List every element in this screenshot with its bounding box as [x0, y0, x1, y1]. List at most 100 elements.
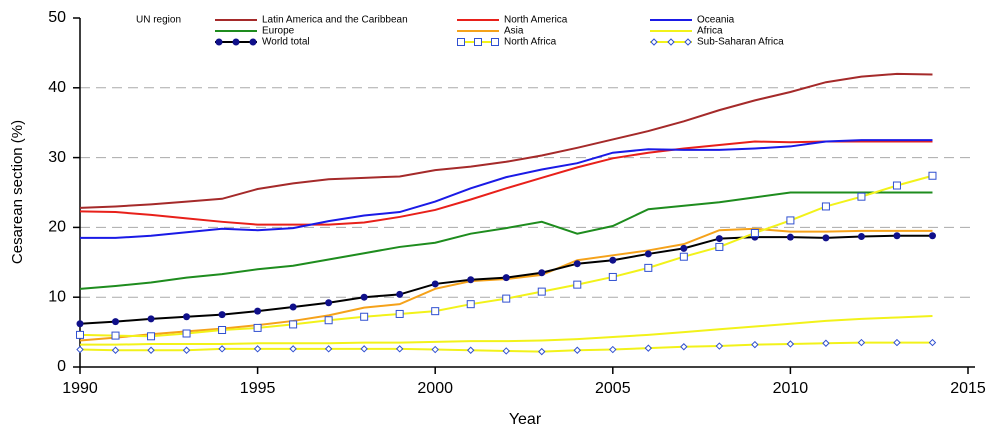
- y-tick-label: 30: [48, 149, 66, 166]
- series-line: [80, 315, 933, 346]
- data-point: [786, 340, 795, 348]
- data-point: [182, 329, 191, 338]
- data-point: [857, 232, 865, 240]
- data-point: [893, 338, 901, 347]
- legend-label: Asia: [504, 26, 524, 37]
- legend-marker: [232, 38, 240, 46]
- data-point: [644, 263, 653, 272]
- data-point: [182, 346, 191, 354]
- data-point: [609, 256, 617, 264]
- legend-marker: [667, 38, 675, 46]
- data-point: [289, 303, 297, 311]
- x-tick-label: 1995: [240, 380, 276, 397]
- data-point: [644, 344, 653, 352]
- series-line: [79, 72, 933, 209]
- data-point: [360, 345, 368, 353]
- legend-marker: [684, 38, 692, 46]
- legend-marker: [457, 38, 465, 46]
- data-point: [253, 345, 262, 353]
- data-point: [928, 171, 937, 180]
- data-point: [466, 300, 475, 309]
- data-point: [396, 290, 404, 298]
- data-point: [218, 326, 227, 335]
- data-point: [324, 345, 333, 353]
- x-tick-label: 2015: [950, 380, 986, 397]
- data-point: [112, 318, 120, 326]
- data-point: [502, 294, 511, 303]
- data-point: [325, 299, 333, 307]
- legend-label: Latin America and the Caribbean: [262, 15, 408, 26]
- data-point: [395, 345, 404, 353]
- data-point: [786, 216, 795, 225]
- data-point: [608, 272, 617, 281]
- data-point: [431, 280, 439, 288]
- data-point: [289, 345, 297, 353]
- data-point: [538, 269, 546, 277]
- data-point: [893, 232, 901, 240]
- data-point: [821, 202, 830, 211]
- data-point: [822, 339, 830, 347]
- data-point: [289, 320, 298, 329]
- data-point: [573, 280, 582, 289]
- series-line: [79, 227, 933, 342]
- y-tick-label: 40: [48, 79, 66, 96]
- series-line: [80, 139, 933, 239]
- data-point: [502, 274, 510, 282]
- data-point: [928, 232, 936, 240]
- data-point: [111, 346, 120, 354]
- data-point: [609, 345, 617, 354]
- legend-label: Oceania: [697, 15, 735, 26]
- data-point: [360, 312, 369, 321]
- data-point: [111, 331, 120, 340]
- data-point: [431, 345, 439, 354]
- data-point: [395, 309, 404, 318]
- data-point: [750, 228, 759, 237]
- y-tick-label: 20: [48, 219, 66, 236]
- series-line: [79, 140, 933, 226]
- data-point: [928, 338, 937, 347]
- data-point: [715, 235, 723, 243]
- y-tick-label: 10: [48, 288, 66, 305]
- legend-label: North Africa: [504, 37, 557, 48]
- legend-title: UN region: [136, 15, 181, 26]
- legend-marker: [215, 38, 223, 46]
- data-point: [751, 340, 759, 349]
- legend-label: Africa: [697, 26, 723, 37]
- y-axis-label: Cesarean section (%): [9, 120, 26, 264]
- legend-marker: [249, 38, 257, 46]
- y-tick-label: 50: [48, 9, 66, 26]
- legend-label: Europe: [262, 26, 295, 37]
- x-axis-label: Year: [509, 411, 542, 428]
- data-point: [147, 332, 156, 341]
- data-point: [431, 307, 440, 316]
- x-tick-label: 1990: [62, 380, 98, 397]
- x-tick-label: 2005: [595, 380, 631, 397]
- data-point: [218, 345, 226, 353]
- data-point: [822, 234, 830, 242]
- legend-label: Sub-Saharan Africa: [697, 37, 784, 48]
- data-point: [467, 346, 475, 354]
- data-point: [502, 347, 510, 355]
- x-tick-label: 2000: [417, 380, 453, 397]
- data-point: [715, 242, 724, 251]
- legend-marker: [491, 38, 499, 46]
- data-point: [360, 293, 368, 301]
- legend-marker: [650, 38, 658, 46]
- data-point: [786, 233, 794, 241]
- data-point: [537, 287, 546, 296]
- data-point: [715, 342, 724, 350]
- series-line: [79, 191, 933, 290]
- data-point: [679, 252, 688, 261]
- data-point: [324, 316, 333, 325]
- data-point: [147, 315, 155, 323]
- data-point: [680, 244, 688, 252]
- legend-label: World total: [262, 37, 310, 48]
- data-point: [183, 313, 191, 321]
- data-point: [218, 311, 226, 319]
- data-point: [254, 307, 262, 315]
- data-point: [857, 338, 866, 347]
- x-tick-label: 2010: [773, 380, 809, 397]
- data-point: [467, 276, 475, 284]
- data-point: [76, 320, 84, 328]
